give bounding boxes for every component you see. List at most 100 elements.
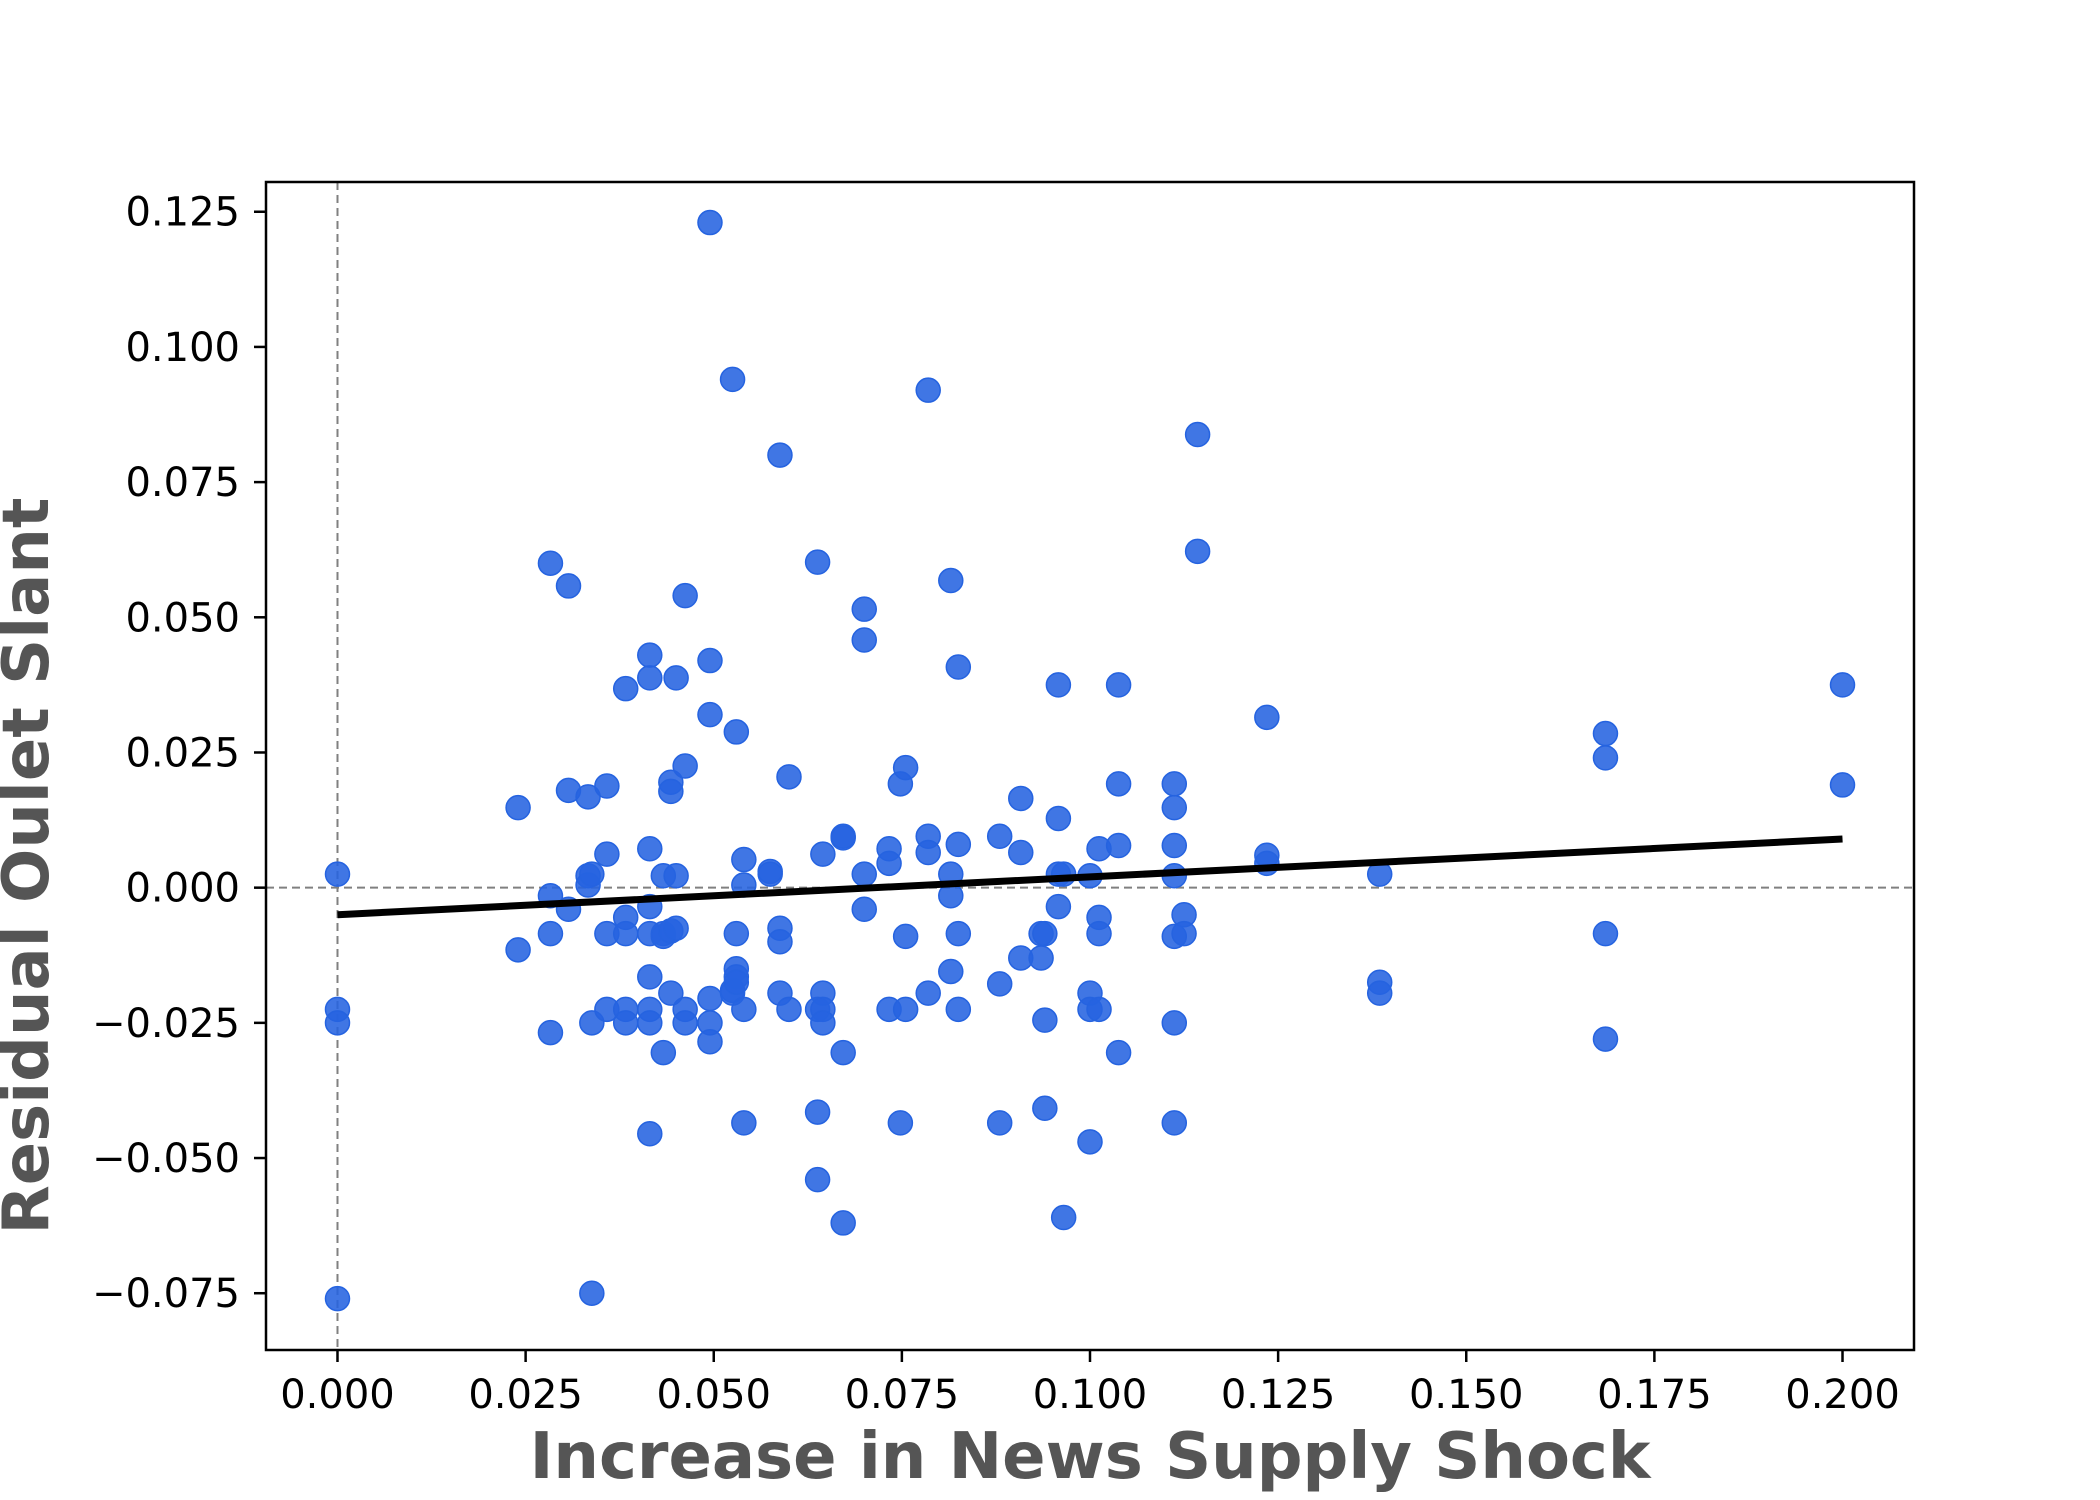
x-tick-label: 0.100 xyxy=(1033,1372,1148,1418)
data-point xyxy=(575,784,601,810)
data-point xyxy=(945,996,972,1023)
data-point xyxy=(579,861,605,887)
data-point xyxy=(1008,839,1034,866)
data-point xyxy=(731,1110,757,1136)
y-tick-label: 0.125 xyxy=(125,190,240,236)
data-point xyxy=(658,980,684,1006)
data-point xyxy=(804,1099,831,1125)
data-point xyxy=(324,1010,351,1036)
data-point xyxy=(719,366,746,393)
data-point xyxy=(723,719,750,745)
data-point xyxy=(637,642,663,668)
fit-line xyxy=(337,835,1843,919)
data-point xyxy=(537,1019,564,1046)
y-tick-label: 0.050 xyxy=(125,595,240,641)
data-point xyxy=(1161,1010,1188,1036)
data-point xyxy=(663,863,689,889)
data-point xyxy=(1161,832,1188,859)
data-point xyxy=(1184,421,1211,448)
data-point xyxy=(1105,771,1132,797)
x-tick-label: 0.125 xyxy=(1221,1372,1336,1418)
data-point xyxy=(830,825,856,851)
data-point xyxy=(1045,893,1072,920)
data-point xyxy=(637,835,663,862)
data-point xyxy=(986,1110,1013,1136)
y-axis-title: Residual Oulet Slant xyxy=(0,497,64,1234)
y-tick-label: 0.100 xyxy=(125,325,240,371)
data-point xyxy=(612,920,639,947)
y-tick-label: −0.050 xyxy=(92,1136,240,1182)
data-point xyxy=(723,920,750,947)
data-point xyxy=(1592,745,1619,771)
data-point xyxy=(810,1010,836,1036)
data-point xyxy=(537,550,564,576)
data-point xyxy=(804,549,831,575)
data-point xyxy=(1829,672,1856,698)
data-point xyxy=(697,701,723,728)
data-point xyxy=(892,996,919,1023)
data-point xyxy=(986,971,1013,997)
data-point xyxy=(1254,704,1280,731)
data-point xyxy=(637,1120,663,1147)
data-point xyxy=(1592,1026,1619,1052)
data-point xyxy=(672,582,698,609)
axis-ticks: 0.000 0.025 0.050 0.075 0.100 0.125 0.150 0.175… xyxy=(92,190,1900,1418)
data-point xyxy=(650,1039,677,1066)
y-tick-label: −0.075 xyxy=(92,1271,240,1317)
x-tick-label: 0.200 xyxy=(1785,1372,1900,1418)
data-point xyxy=(612,675,639,702)
data-point xyxy=(637,964,663,990)
data-point xyxy=(723,969,750,996)
data-point xyxy=(612,1010,639,1036)
data-point xyxy=(658,778,684,805)
data-point xyxy=(830,1210,856,1236)
data-point xyxy=(594,773,620,799)
y-tick-label: 0.025 xyxy=(125,730,240,776)
data-point xyxy=(1050,1204,1077,1231)
data-point xyxy=(731,996,757,1023)
reference-lines xyxy=(266,182,1914,1350)
data-point xyxy=(731,846,757,873)
data-point xyxy=(776,764,802,790)
data-point xyxy=(851,627,877,653)
data-point xyxy=(1184,538,1211,565)
data-point xyxy=(1829,772,1856,798)
data-point xyxy=(915,377,941,403)
data-point xyxy=(1032,1007,1058,1033)
data-point xyxy=(830,1039,856,1066)
data-point xyxy=(1032,920,1058,947)
data-points xyxy=(324,209,1856,1312)
data-point xyxy=(1032,1095,1058,1122)
data-point xyxy=(1161,1110,1188,1136)
data-point xyxy=(851,896,877,923)
data-point xyxy=(851,596,877,622)
x-tick-label: 0.175 xyxy=(1597,1372,1712,1418)
x-tick-label: 0.025 xyxy=(468,1372,583,1418)
data-point xyxy=(594,841,620,867)
data-point xyxy=(915,839,941,866)
data-point xyxy=(851,861,877,887)
data-point xyxy=(915,980,941,1006)
data-point xyxy=(1161,794,1188,821)
data-point xyxy=(945,654,972,680)
data-point xyxy=(938,567,964,594)
data-point xyxy=(986,823,1013,850)
data-point xyxy=(1105,1039,1132,1066)
data-point xyxy=(1050,861,1077,887)
data-point xyxy=(324,861,351,887)
y-tick-label: 0.000 xyxy=(125,866,240,912)
data-point xyxy=(938,958,964,985)
data-point xyxy=(887,1110,914,1136)
data-point xyxy=(1171,920,1197,947)
data-point xyxy=(1008,785,1034,812)
x-tick-label: 0.000 xyxy=(280,1372,395,1418)
data-point xyxy=(637,1010,663,1036)
data-point xyxy=(1366,980,1393,1006)
x-tick-label: 0.050 xyxy=(656,1372,771,1418)
data-point xyxy=(1086,996,1112,1023)
data-point xyxy=(892,754,919,781)
data-point xyxy=(767,928,793,955)
data-point xyxy=(1105,832,1132,859)
data-point xyxy=(555,573,582,599)
y-tick-label: −0.025 xyxy=(92,1001,240,1047)
